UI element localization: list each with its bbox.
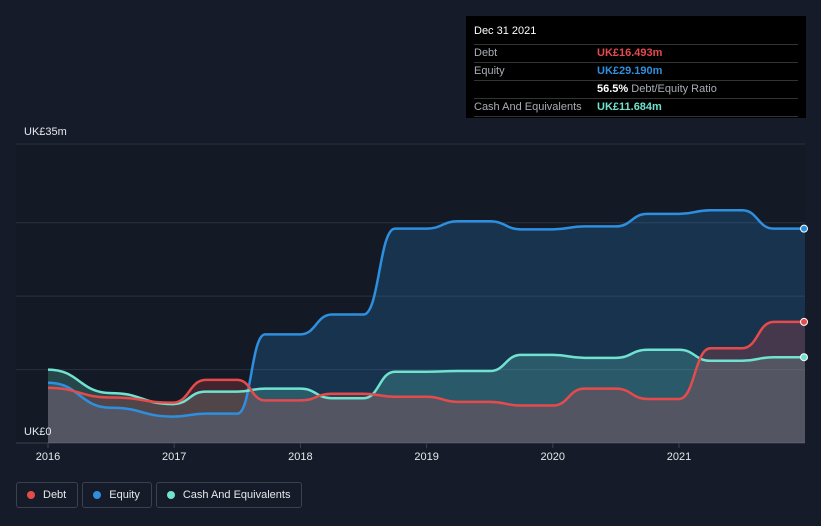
- grid-lines: [16, 143, 805, 444]
- tooltip-row-debt: Debt UK£16.493m: [474, 45, 798, 63]
- end-marker-cash-and-equivalents: [800, 353, 808, 362]
- tooltip-value: UK£29.190m: [597, 65, 663, 77]
- series-end-markers: [800, 224, 808, 362]
- tooltip-row-cash: Cash And Equivalents UK£11.684m: [474, 99, 798, 117]
- series-line-cash-and-equivalents: [47, 348, 805, 406]
- x-tick-label: 2016: [36, 451, 60, 463]
- tooltip-label: Equity: [474, 65, 505, 77]
- tooltip-panel: Dec 31 2021 Debt UK£16.493m Equity UK£29…: [466, 16, 806, 118]
- legend-item-cash[interactable]: Cash And Equivalents: [155, 482, 303, 508]
- legend-label: Debt: [43, 489, 67, 501]
- plot-background: [16, 143, 805, 443]
- tooltip-row-equity: Equity UK£29.190m: [474, 63, 798, 81]
- x-tick-label: 2020: [541, 451, 565, 463]
- end-marker-debt: [800, 317, 808, 326]
- legend-item-debt[interactable]: Debt: [16, 482, 79, 508]
- y-axis-top-label: UK£35m: [24, 126, 67, 138]
- y-axis-bottom-label: UK£0: [24, 426, 52, 438]
- legend-label: Cash And Equivalents: [182, 489, 291, 501]
- x-tick-label: 2019: [414, 451, 438, 463]
- legend: Debt Equity Cash And Equivalents: [16, 482, 306, 508]
- tooltip-label: [474, 81, 597, 98]
- tooltip-value: UK£11.684m: [597, 101, 662, 113]
- series-lines: [47, 208, 805, 418]
- tooltip-value: 56.5% Debt/Equity Ratio: [597, 81, 717, 98]
- series-line-debt: [47, 320, 805, 407]
- series-line-equity: [47, 208, 805, 418]
- x-tick-label: 2018: [288, 451, 312, 463]
- ratio-suffix: Debt/Equity Ratio: [631, 83, 717, 95]
- x-axis-ticks: 2016 2017 2018 2019 2020 2021: [36, 443, 691, 463]
- legend-dot-icon: [166, 491, 175, 499]
- tooltip-value: UK£16.493m: [597, 47, 663, 59]
- tooltip-date: Dec 31 2021: [474, 24, 798, 45]
- legend-dot-icon: [27, 491, 35, 499]
- tooltip-label: Cash And Equivalents: [474, 101, 582, 113]
- tooltip-row-ratio: 56.5% Debt/Equity Ratio: [474, 81, 798, 99]
- ratio-value: 56.5%: [597, 83, 629, 95]
- end-marker-equity: [800, 224, 808, 233]
- x-tick-label: 2021: [667, 451, 691, 463]
- legend-label: Equity: [109, 489, 140, 501]
- x-tick-label: 2017: [162, 451, 186, 463]
- series-area-equity: [48, 210, 805, 443]
- tooltip-label: Debt: [474, 47, 498, 59]
- legend-item-equity[interactable]: Equity: [82, 482, 152, 508]
- legend-dot-icon: [93, 491, 102, 499]
